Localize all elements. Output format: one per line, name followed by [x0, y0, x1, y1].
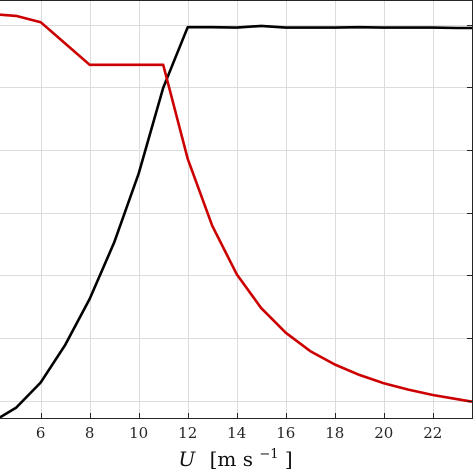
- x-tick-label: 20: [374, 424, 393, 442]
- series-layer: [0, 13, 473, 419]
- x-tick-label: 16: [276, 424, 295, 442]
- series-line-red: [0, 13, 473, 403]
- series-line-black: [0, 24, 472, 419]
- x-tick-label: 22: [423, 424, 442, 442]
- x-tick-label: 18: [325, 424, 344, 442]
- x-axis-label-unit-close: ]: [285, 447, 293, 471]
- x-tick-label: 14: [227, 424, 246, 442]
- plot-area-border: [0, 0, 473, 419]
- x-axis: 6 8 10 12 14 16 18 20 22: [36, 25, 472, 442]
- x-tick-label: 10: [129, 424, 148, 442]
- x-axis-label: U [m s −1 ]: [178, 439, 292, 471]
- x-tick-label: 12: [178, 424, 197, 442]
- x-tick-label: 8: [85, 424, 95, 442]
- x-axis-label-variable: U: [178, 447, 196, 471]
- grid-layer: [0, 0, 472, 418]
- x-axis-label-unit: [m s: [210, 447, 253, 471]
- x-axis-label-unit-exponent: −1: [259, 447, 278, 462]
- x-tick-label: 6: [36, 424, 46, 442]
